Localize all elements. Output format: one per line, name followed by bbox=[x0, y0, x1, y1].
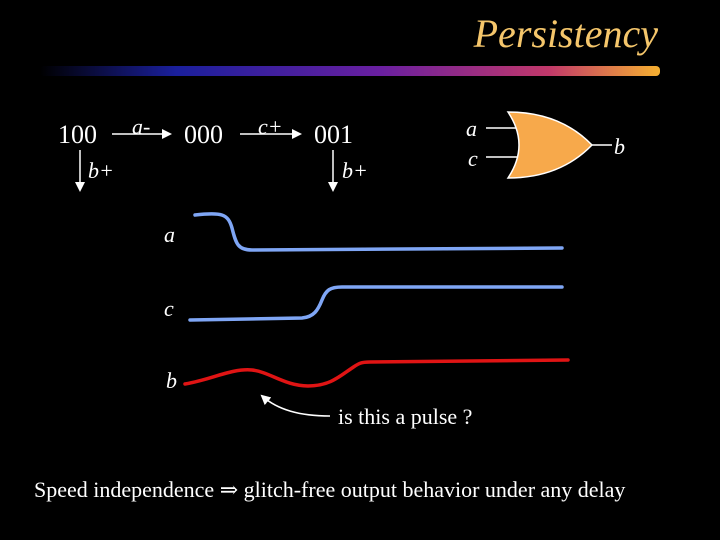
state-100: 100 bbox=[58, 120, 97, 149]
waveform-label-a: a bbox=[164, 222, 175, 247]
waveform-a bbox=[193, 212, 564, 252]
annotation-pointer bbox=[260, 394, 331, 417]
transition-c-plus: c+ bbox=[258, 114, 283, 139]
gate-label-b: b bbox=[614, 134, 625, 159]
waveform-label-c: c bbox=[164, 296, 174, 321]
waveform-c bbox=[188, 285, 564, 322]
transition-b-plus-1: b+ bbox=[88, 158, 114, 183]
transition-b-plus-2: b+ bbox=[342, 158, 368, 183]
state-001: 001 bbox=[314, 120, 353, 149]
gate-label-a: a bbox=[466, 116, 477, 141]
title-underline bbox=[40, 66, 660, 76]
transition-a-minus: a- bbox=[132, 114, 151, 139]
waveform-b bbox=[183, 358, 570, 388]
footer-statement: Speed independence ⇒ glitch-free output … bbox=[34, 477, 626, 502]
slide-title: Persistency bbox=[473, 11, 658, 56]
waveform-label-b: b bbox=[166, 368, 177, 393]
gate-label-c: c bbox=[468, 146, 478, 171]
pulse-question: is this a pulse ? bbox=[338, 404, 473, 429]
state-000: 000 bbox=[184, 120, 223, 149]
or-gate bbox=[506, 111, 594, 179]
